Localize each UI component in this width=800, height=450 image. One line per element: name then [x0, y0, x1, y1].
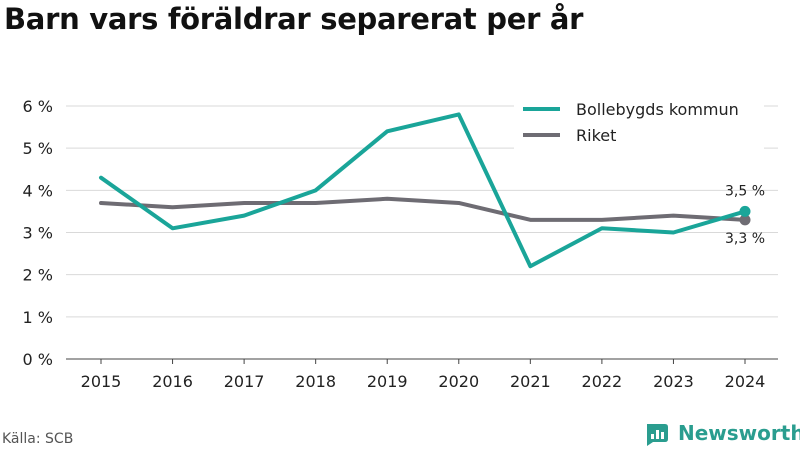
x-tick-label: 2015	[81, 372, 122, 391]
source-note: Källa: SCB	[2, 431, 74, 447]
x-tick-label: 2021	[510, 372, 551, 391]
end-label-bollebygd: 3,5 %	[725, 183, 765, 199]
newsworthy-logo-text: Newsworthy	[678, 421, 800, 445]
x-tick-label: 2017	[224, 372, 265, 391]
x-tick-label: 2020	[438, 372, 479, 391]
y-tick-label: 5 %	[23, 139, 53, 158]
legend-background	[514, 94, 764, 152]
legend-label-bollebygd: Bollebygds kommun	[576, 100, 739, 119]
x-tick-label: 2018	[295, 372, 336, 391]
y-axis-ticks: 0 % 1 % 2 % 3 % 4 % 5 % 6 %	[23, 97, 53, 369]
newsworthy-logo: Newsworthy	[644, 420, 800, 446]
y-tick-label: 6 %	[23, 97, 53, 116]
series-lines	[99, 112, 747, 269]
x-axis-ticks: 2015 2016 2017 2018 2019 2020 2021 2022 2023 2024	[81, 359, 766, 391]
newsworthy-logo-icon	[647, 424, 668, 446]
legend: Bollebygds kommun Riket	[514, 94, 764, 152]
series-line-riket	[99, 196, 747, 222]
end-marker-riket	[739, 214, 751, 226]
y-tick-label: 0 %	[23, 350, 53, 369]
end-label-riket: 3,3 %	[725, 231, 765, 247]
series-line-bollebygd	[99, 112, 747, 269]
x-tick-label: 2019	[367, 372, 408, 391]
chart-title: Barn vars föräldrar separerat per år	[4, 2, 584, 36]
end-marker-bollebygd	[739, 205, 751, 217]
y-tick-label: 3 %	[23, 224, 53, 243]
y-tick-label: 2 %	[23, 266, 53, 285]
y-tick-label: 1 %	[23, 308, 53, 327]
x-tick-label: 2016	[152, 372, 193, 391]
legend-label-riket: Riket	[576, 126, 616, 145]
x-tick-label: 2024	[725, 372, 766, 391]
x-tick-label: 2022	[582, 372, 623, 391]
x-tick-label: 2023	[653, 372, 694, 391]
y-tick-label: 4 %	[23, 181, 53, 200]
end-markers	[739, 205, 751, 226]
